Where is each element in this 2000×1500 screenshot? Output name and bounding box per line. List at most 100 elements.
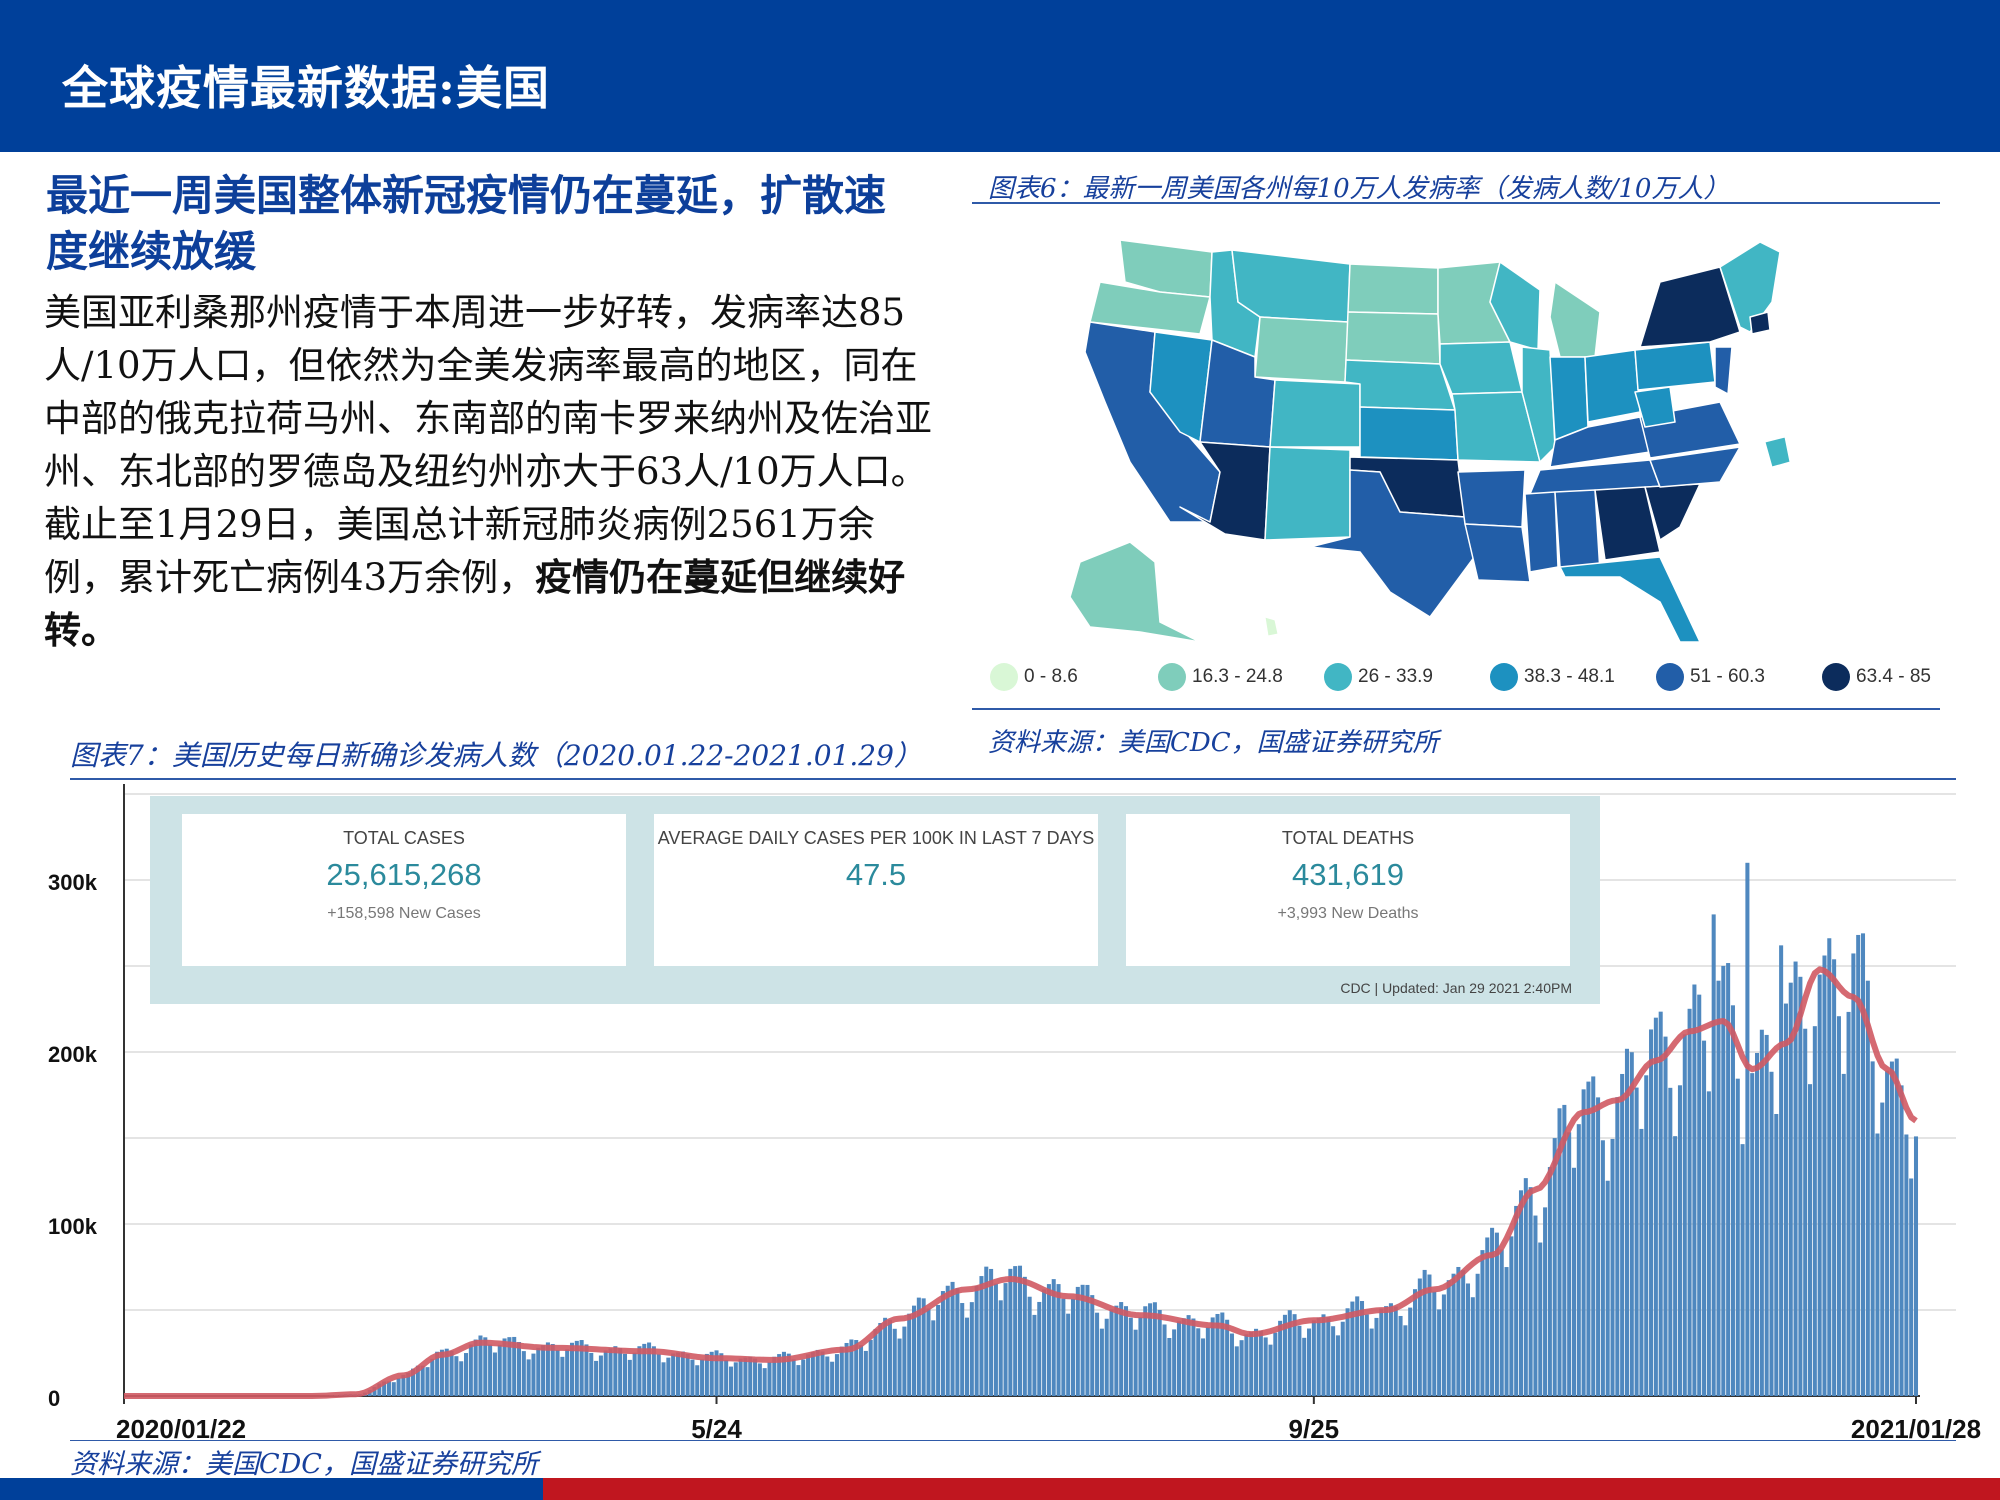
bar [762,1368,767,1396]
bar [1499,1249,1504,1396]
bar [1355,1296,1360,1396]
bar [1494,1232,1499,1396]
bar [926,1308,931,1396]
figure6-top-rule [972,202,1940,204]
bar [1369,1328,1374,1396]
bar [1152,1302,1157,1396]
bar [825,1356,830,1396]
bar [1735,1078,1740,1396]
map-region-georgia [1594,486,1661,561]
stat-card-total-deaths: TOTAL DEATHS 431,619 +3,993 New Deaths [1126,814,1570,966]
bar [666,1357,671,1396]
map-legend: 0 - 8.6 16.3 - 24.8 26 - 33.9 38.3 - 48.… [990,660,1940,694]
bar [1210,1317,1215,1396]
map-region-indiana [1549,356,1589,441]
bar [685,1353,690,1396]
bar [1649,1029,1654,1396]
bar [1663,1036,1668,1396]
bar [960,1303,965,1396]
bar [993,1283,998,1396]
bar [1345,1308,1350,1396]
daily-cases-chart: 0 100k 200k 300k 2020/01/22 5/24 9/25 2021/01/2… [48,784,1981,1440]
bar [1172,1329,1177,1396]
bar [873,1329,878,1396]
bar [1490,1227,1495,1396]
bar [979,1276,984,1396]
legend-item-3: 38.3 - 48.1 [1490,660,1615,694]
bar [695,1365,700,1396]
bar [1668,1087,1673,1396]
bar [1880,1102,1885,1396]
bar [550,1344,555,1396]
bar [950,1281,955,1396]
bar [897,1338,902,1396]
bar [1379,1308,1384,1396]
bar [1836,1016,1841,1396]
bar [589,1352,594,1396]
header-bar: 全球疫情最新数据:美国 [0,0,2000,152]
bar [488,1344,493,1396]
bar [1629,1052,1634,1396]
bar [1143,1306,1148,1396]
map-region-kansas [1359,406,1459,461]
figure7-bottom-rule [70,1440,1956,1441]
bar [1586,1081,1591,1396]
map-region-north-carolina [1649,446,1741,488]
bar [1745,862,1750,1396]
bar [1702,1040,1707,1396]
bar [781,1351,786,1396]
bar [1692,984,1697,1396]
bar [728,1366,733,1396]
bar [1321,1314,1326,1396]
legend-item-0: 0 - 8.6 [990,660,1078,694]
bar [411,1368,416,1396]
stat-label: TOTAL CASES [343,828,465,848]
bar [1027,1296,1032,1396]
legend-label-2: 26 - 33.9 [1358,666,1433,687]
bar [1080,1284,1085,1396]
bar [810,1352,815,1396]
stats-updated-note: CDC | Updated: Jan 29 2021 2:40PM [1340,980,1572,996]
bar [1470,1297,1475,1396]
bar [1186,1315,1191,1396]
bar [1788,982,1793,1396]
bar [1808,1084,1813,1396]
bar [1384,1306,1389,1396]
bar [1388,1303,1393,1396]
bar [1176,1321,1181,1396]
bar [531,1353,536,1396]
bar [1557,1108,1562,1396]
map-region-south-dakota [1345,311,1441,365]
figure6-bottom-rule [972,708,1940,710]
bar [830,1361,835,1396]
bar [377,1383,382,1396]
map-region-illinois [1521,346,1556,463]
bar [1904,1134,1909,1396]
bar [1167,1337,1172,1396]
bar [1860,933,1866,1396]
bar [801,1359,806,1396]
bar [1769,1071,1774,1396]
bar [868,1339,873,1396]
body-paragraph-2-bold: 疫情仍在蔓延但继续好转。 [44,555,906,652]
bar [594,1360,599,1396]
bar [1687,1008,1692,1396]
bar [574,1340,579,1396]
bar [1822,955,1827,1396]
bar [1533,1215,1538,1396]
bar [618,1348,623,1396]
figure7-top-rule [70,778,1956,780]
x-tick-label: 2021/01/28 [1851,1414,1981,1440]
bar [1162,1324,1167,1396]
bar [478,1335,483,1396]
bar [1518,1190,1524,1396]
bar [1408,1307,1413,1396]
bar [1085,1284,1090,1396]
bar [1856,934,1861,1396]
bar [1422,1269,1427,1396]
bar [637,1346,642,1396]
bar [1307,1328,1312,1396]
legend-label-5: 63.4 - 85 [1856,666,1931,687]
bar [651,1346,656,1396]
bar [1249,1331,1254,1396]
